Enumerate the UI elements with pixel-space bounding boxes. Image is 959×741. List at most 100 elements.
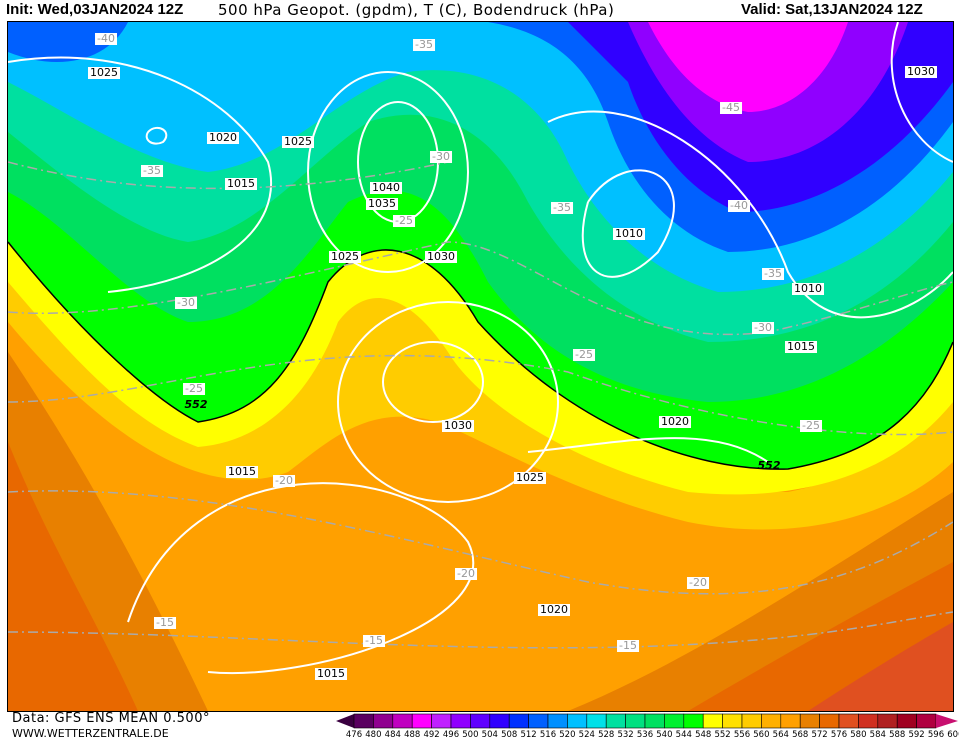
colorbar-swatch <box>838 713 859 729</box>
colorbar-swatch <box>392 713 413 729</box>
colorbar-swatch <box>470 713 491 729</box>
temperature-label: -35 <box>141 164 163 177</box>
colorbar-swatch <box>761 713 782 729</box>
colorbar-tick-label: 480 <box>365 730 382 740</box>
pressure-label: 1030 <box>442 419 474 432</box>
pressure-label: 1010 <box>613 227 645 240</box>
band-576-east <box>808 622 953 711</box>
colorbar-tick-label: 492 <box>423 730 440 740</box>
pressure-label: 1040 <box>370 181 402 194</box>
map-title: 500 hPa Geopot. (gpdm), T (C), Bodendruc… <box>218 1 615 19</box>
temperature-label: -20 <box>273 474 295 487</box>
colorbar-swatch <box>858 713 879 729</box>
colorbar-tick-label: 600 <box>947 730 959 740</box>
temperature-label: -30 <box>752 321 774 334</box>
colorbar-swatch <box>528 713 549 729</box>
colorbar-swatch <box>373 713 394 729</box>
data-source: Data: GFS ENS MEAN 0.500° <box>12 711 210 726</box>
geopotential-field <box>8 22 953 711</box>
map-header: Init: Wed,03JAN2024 12Z 500 hPa Geopot. … <box>0 0 959 21</box>
colorbar-swatch <box>567 713 588 729</box>
colorbar-swatch <box>431 713 452 729</box>
colorbar-tick-label: 564 <box>772 730 789 740</box>
colorbar-swatch <box>702 713 723 729</box>
colorbar-tick-label: 584 <box>869 730 886 740</box>
colorbar-swatch <box>411 713 432 729</box>
colorbar-swatch <box>508 713 529 729</box>
pressure-label: 1015 <box>315 667 347 680</box>
colorbar-tick-label: 508 <box>501 730 518 740</box>
colorbar-swatch <box>799 713 820 729</box>
colorbar-swatch <box>819 713 840 729</box>
contour-552 <box>8 241 953 470</box>
pressure-label: 1025 <box>329 250 361 263</box>
weather-map: -40 1025 -35 1030 -45 1020 1025 -30 -35 … <box>7 21 954 712</box>
colorbar-swatch <box>664 713 685 729</box>
colorbar-low-arrow <box>336 714 354 728</box>
pressure-label: 1030 <box>905 65 937 78</box>
colorbar-tick-label: 484 <box>384 730 401 740</box>
colorbar-tick-label: 524 <box>578 730 595 740</box>
colorbar-tick-label: 504 <box>481 730 498 740</box>
colorbar-swatch <box>586 713 607 729</box>
temperature-label: -25 <box>393 214 415 227</box>
colorbar-high-arrow <box>936 714 958 728</box>
temperature-label: -40 <box>95 32 117 45</box>
colorbar-tick-label: 572 <box>811 730 828 740</box>
pressure-label: 1025 <box>88 66 120 79</box>
colorbar-swatch <box>896 713 917 729</box>
colorbar-tick-label: 476 <box>345 730 363 740</box>
pressure-label: 1030 <box>425 250 457 263</box>
temperature-label: -35 <box>551 201 573 214</box>
pressure-label: 1020 <box>207 131 239 144</box>
colorbar-tick-label: 520 <box>559 730 576 740</box>
colorbar-swatch <box>605 713 626 729</box>
colorbar-tick-label: 532 <box>617 730 634 740</box>
colorbar-tick-label: 592 <box>908 730 925 740</box>
temperature-label: -30 <box>430 150 452 163</box>
colorbar-swatch <box>547 713 568 729</box>
init-time: Init: Wed,03JAN2024 12Z <box>6 1 184 18</box>
geopotential-label: 552 <box>757 459 781 472</box>
colorbar-tick-label: 552 <box>714 730 731 740</box>
temperature-label: -20 <box>455 567 477 580</box>
pressure-label: 1015 <box>226 465 258 478</box>
colorbar-tick-label: 528 <box>598 730 615 740</box>
temperature-label: -40 <box>728 199 750 212</box>
colorbar-swatch <box>625 713 646 729</box>
temperature-label: -45 <box>720 101 742 114</box>
pressure-label: 1025 <box>282 135 314 148</box>
colorbar-swatch <box>450 713 471 729</box>
colorbar-tick-label: 540 <box>656 730 673 740</box>
colorbar-tick-label: 576 <box>830 730 848 740</box>
temperature-label: -35 <box>762 267 784 280</box>
temperature-label: -35 <box>413 38 435 51</box>
website: WWW.WETTERZENTRALE.DE <box>12 727 169 740</box>
pressure-label: 1020 <box>538 603 570 616</box>
colorbar <box>336 713 958 729</box>
geopotential-label: 552 <box>184 398 208 411</box>
colorbar-tick-label: 548 <box>695 730 712 740</box>
colorbar-tick-label: 568 <box>792 730 809 740</box>
colorbar-tick-label: 580 <box>850 730 867 740</box>
colorbar-swatch <box>353 713 374 729</box>
colorbar-swatch <box>780 713 801 729</box>
temperature-label: -15 <box>154 616 176 629</box>
pressure-label: 1010 <box>792 282 824 295</box>
colorbar-tick-label: 544 <box>675 730 692 740</box>
colorbar-tick-label: 560 <box>753 730 770 740</box>
colorbar-swatch <box>722 713 743 729</box>
colorbar-swatch <box>741 713 762 729</box>
colorbar-swatch <box>916 713 937 729</box>
band-572 <box>8 442 138 711</box>
temperature-label: -25 <box>573 348 595 361</box>
temperature-label: -15 <box>617 639 639 652</box>
temperature-label: -25 <box>183 382 205 395</box>
pressure-label: 1015 <box>785 340 817 353</box>
colorbar-tick-label: 500 <box>462 730 479 740</box>
colorbar-tick-label: 488 <box>404 730 421 740</box>
colorbar-swatch <box>644 713 665 729</box>
valid-time: Valid: Sat,13JAN2024 12Z <box>741 1 923 18</box>
temperature-label: -25 <box>800 419 822 432</box>
pressure-label: 1025 <box>514 471 546 484</box>
